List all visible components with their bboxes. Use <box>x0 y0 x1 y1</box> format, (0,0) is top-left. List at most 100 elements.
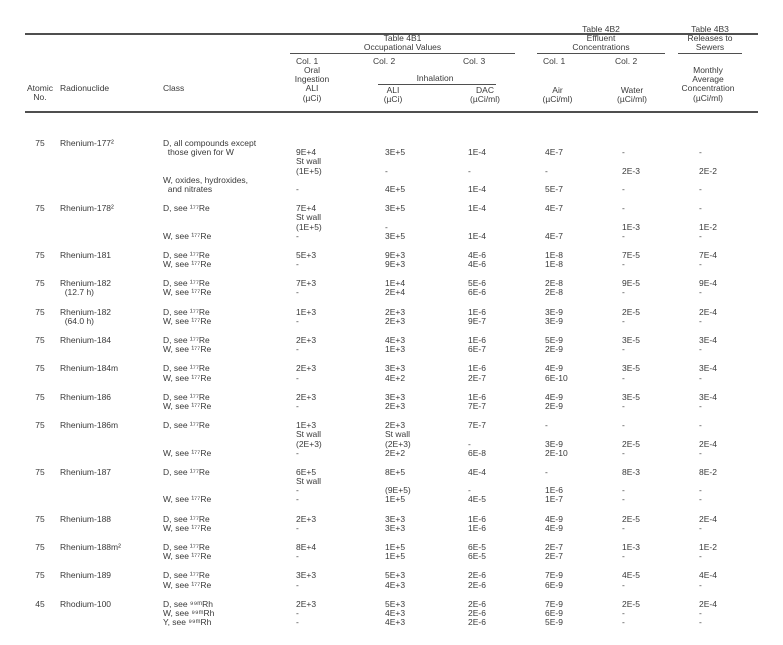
cell-line: 1E-7 <box>545 494 563 505</box>
oral-header-line: ALI <box>305 83 319 94</box>
cell-line <box>385 157 466 166</box>
cell-line <box>545 157 618 166</box>
cell-dac: 1E-6 7E-7 <box>466 392 543 411</box>
cell-line: 3E+5 <box>385 203 406 214</box>
cell-line: - <box>296 522 299 533</box>
cell-line <box>545 213 618 222</box>
cell-line: - <box>699 420 702 431</box>
cell-line: - <box>699 344 702 355</box>
cell-line: 1E-6 <box>468 335 486 345</box>
cell-line: - <box>296 617 299 628</box>
cell-water: 8E-3 -- <box>618 467 695 505</box>
cell-cls: D, see ¹⁷⁷Re W, see ¹⁷⁷Re <box>160 335 290 354</box>
cell-line <box>699 176 783 185</box>
cell-monthly: 3E-4- <box>695 364 783 383</box>
cell-air: 2E-8 2E-8 <box>543 278 618 298</box>
cell-air: - 3E-9 2E-10 <box>543 420 618 458</box>
cell-name: Rhodium-100 <box>55 599 160 628</box>
cell-line: 6E-6 <box>468 287 486 298</box>
monthly-average-header: Monthly Average Concentration (µCi/ml) <box>662 65 754 103</box>
cell-line: 4E-4 <box>699 570 717 581</box>
cell-water: 3E-5- <box>618 364 695 383</box>
cell-monthly: 8E-2 -- <box>695 466 783 505</box>
cell-name: Rhenium-189 <box>55 571 160 589</box>
cell-oral: 8E+4- <box>290 542 383 561</box>
cell-line: 4E+3 <box>385 617 406 628</box>
cell-line: D, see ¹⁷⁷Re <box>163 278 210 289</box>
cell-line: 2E-8 <box>545 278 563 289</box>
cell-line: D, see ¹⁷⁷Re <box>163 306 210 317</box>
cell-line: Rhenium-187 <box>60 466 112 477</box>
cell-line: 2E-6 <box>468 617 486 628</box>
monthly-header-line: (µCi/ml) <box>693 92 723 103</box>
table-row: 45 Rhodium-100 D, see ⁹⁹ᵐRh W, see ⁹⁹ᵐRh Y… <box>25 599 783 628</box>
cell-line: 1E-6 <box>468 522 486 533</box>
cell-line: Rhenium-186m <box>60 420 119 431</box>
cell-line: 75 <box>35 249 45 260</box>
table-4b1-underline <box>290 53 515 54</box>
cell-line: - <box>296 400 299 411</box>
cell-line: Rhenium-186 <box>60 391 112 402</box>
table-row: 75 Rhenium-188m² D, see ¹⁷⁷Re W, see ¹⁷⁷R… <box>25 542 783 561</box>
cell-line: - <box>622 259 625 270</box>
cell-line: 7E-4 <box>699 249 717 260</box>
cell-line: 8E+5 <box>385 466 406 477</box>
cell-line: D, all compounds except <box>163 138 257 148</box>
cell-atomic: 75 <box>25 279 55 297</box>
cell-line: - <box>699 485 702 496</box>
cell-line <box>60 495 160 504</box>
cell-line <box>468 157 543 166</box>
cell-atomic: 75 <box>25 307 55 326</box>
cell-line: - <box>296 372 299 383</box>
cell-line: - <box>699 607 702 618</box>
cell-inhal: 2E+3 St wall (2E+3) 2E+2 <box>383 420 466 458</box>
cell-line: 1E+4 <box>385 278 406 289</box>
cell-oral: 6E+5 St wall - - <box>290 467 383 505</box>
inhal-ali-header-line: ALI <box>386 85 400 95</box>
cell-line: 75 <box>35 542 45 552</box>
cell-line <box>60 148 160 157</box>
cell-inhal: 1E+5 1E+5 <box>383 542 466 561</box>
cell-line: - <box>296 230 299 241</box>
table-row: 75 Rhenium-184 D, see ¹⁷⁷Re W, see ¹⁷⁷Re 2… <box>25 335 783 355</box>
cell-atomic: 75 <box>25 138 55 194</box>
cell-line: W, see ¹⁷⁷Re <box>163 522 212 533</box>
cell-line: Rhenium-181 <box>60 249 112 260</box>
cell-inhal: 5E+3 4E+3 4E+3 <box>383 599 466 628</box>
cell-line: 6E-5 <box>468 542 486 552</box>
cell-line: 2E-4 <box>699 306 717 317</box>
cell-dac: 1E-6 6E-7 <box>466 335 543 354</box>
cell-line: - <box>622 315 625 326</box>
cell-atomic: 75 <box>25 249 55 269</box>
table-4b3-line2: Releases to <box>687 33 733 44</box>
cell-air: 4E-9 6E-10 <box>543 364 618 383</box>
cell-line <box>25 288 55 297</box>
cell-line: - <box>699 579 702 590</box>
cell-oral: 2E+3- - <box>290 599 383 628</box>
table-row: 75 Rhenium-182 (64.0 h) D, see ¹⁷⁷Re W, se… <box>25 306 783 326</box>
cell-line <box>60 374 160 383</box>
cell-line: - <box>385 165 388 176</box>
cell-line <box>60 477 160 486</box>
cell-line: W, see ¹⁷⁷Re <box>163 494 212 505</box>
cell-line: 8E-2 <box>699 466 717 477</box>
cell-cls: D, see ¹⁷⁷Re W, see ¹⁷⁷Re <box>160 203 290 241</box>
cell-cls: D, see ¹⁷⁷Re W, see ¹⁷⁷Re <box>160 364 290 383</box>
cell-line: 1E-3 <box>622 542 640 552</box>
cell-name: Rhenium-187 <box>55 466 160 505</box>
cell-line: 5E+3 <box>385 570 406 581</box>
cell-line <box>468 430 543 439</box>
inhal-ali-header-line: (µCi) <box>383 94 403 105</box>
cell-atomic: 75 <box>25 364 55 382</box>
cell-atomic: 75 <box>25 335 55 354</box>
cell-line: 4E-6 <box>468 259 486 270</box>
col-header-air: Col. 1 <box>543 56 566 66</box>
cell-line: - <box>699 203 702 214</box>
cell-line: - <box>296 344 299 355</box>
table-4b3-underline <box>678 53 742 54</box>
cell-line: - <box>622 344 625 355</box>
cell-line: (9E+5) <box>385 485 411 496</box>
cell-line: - <box>622 607 625 618</box>
cell-line: 2E-9 <box>545 344 563 355</box>
cell-dac: 1E-6 9E-7 <box>466 307 543 326</box>
